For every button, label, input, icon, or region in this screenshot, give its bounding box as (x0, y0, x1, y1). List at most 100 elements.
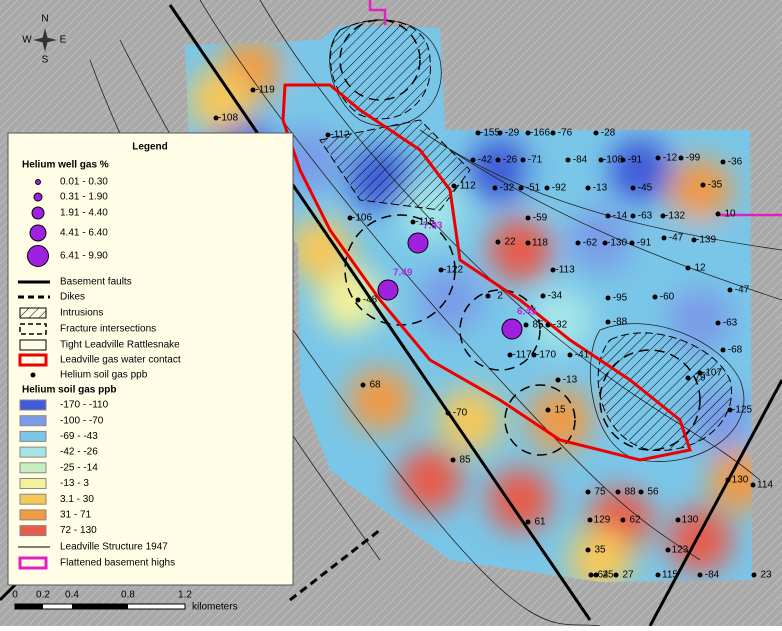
soil-point (685, 265, 691, 271)
soil-point (585, 185, 591, 191)
soil-label: -41 (575, 350, 590, 361)
compass-s: S (42, 55, 49, 66)
soil-label: -70 (453, 408, 468, 419)
soil-point (587, 517, 593, 523)
heat-blob (288, 218, 352, 282)
soil-point (598, 157, 604, 163)
soil-point (720, 347, 726, 353)
scale-segment (72, 604, 128, 609)
soil-point (497, 130, 503, 136)
soil-point (550, 130, 556, 136)
soil-label: 85 (532, 320, 544, 331)
soil-label: -35 (708, 180, 723, 191)
soil-label: 64 (597, 570, 609, 581)
soil-point (585, 547, 591, 553)
soil-label: -125 (732, 405, 752, 416)
legend-section: Helium soil gas ppb (22, 385, 116, 396)
soil-label: 25 (602, 570, 614, 581)
heat-blob (668, 508, 732, 572)
soil-label: -76 (558, 128, 573, 139)
soil-label: -32 (500, 183, 515, 194)
legend-swatch (19, 430, 47, 442)
soil-label: -84 (573, 155, 588, 166)
soil-point (602, 240, 608, 246)
soil-label: 23 (760, 570, 772, 581)
soil-point (588, 572, 594, 578)
legend-swatch (18, 556, 48, 570)
soil-label: 56 (647, 487, 659, 498)
soil-label: -63 (638, 211, 653, 222)
legend-label: -25 - -14 (60, 462, 98, 473)
legend-swatch (19, 493, 47, 505)
heat-blob (348, 368, 412, 432)
soil-label: -63 (723, 318, 738, 329)
soil-label: -106 (352, 213, 372, 224)
soil-label: -60 (660, 292, 675, 303)
soil-point (605, 213, 611, 219)
soil-point (629, 240, 635, 246)
soil-point (615, 489, 621, 495)
soil-label: 2 (497, 291, 503, 302)
basement-highs (368, 0, 782, 217)
legend-label: 0.31 - 1.90 (60, 192, 108, 203)
soil-label: 27 (622, 570, 634, 581)
legend-section: Helium well gas % (22, 160, 109, 171)
soil-label: -155 (480, 128, 500, 139)
heat-blob (528, 148, 592, 212)
soil-point (685, 375, 691, 381)
well-label: 7.93 (423, 221, 443, 232)
soil-point (638, 489, 644, 495)
heat-blob (658, 218, 722, 282)
soil-point (585, 489, 591, 495)
legend-label: 1.91 - 4.40 (60, 208, 108, 219)
legend-box (7, 132, 294, 586)
soil-label: -99 (686, 153, 701, 164)
scale-label: 0 (12, 590, 18, 601)
soil-label: -108 (603, 155, 623, 166)
legend-label: -42 - -26 (60, 447, 98, 458)
soil-label: 130 (682, 515, 699, 526)
soil-label: -122 (443, 265, 463, 276)
soil-point (525, 240, 531, 246)
well (501, 318, 523, 340)
soil-point (445, 410, 451, 416)
soil-point (678, 155, 684, 161)
well-label: 7.49 (393, 268, 413, 279)
scale-label: 0.8 (121, 590, 135, 601)
soil-point (438, 267, 444, 273)
scale-segment (15, 604, 43, 609)
soil-point (660, 213, 666, 219)
legend-label: Dikes (60, 292, 85, 303)
soil-point (525, 519, 531, 525)
soil-point (665, 547, 671, 553)
soil-point (620, 517, 626, 523)
soil-label: -28 (601, 128, 616, 139)
soil-point (630, 213, 636, 219)
legend-label: 31 - 71 (60, 510, 92, 521)
soil-label: -34 (548, 291, 563, 302)
dike (289, 528, 381, 602)
soil-point (630, 185, 636, 191)
soil-label: -47 (735, 285, 750, 296)
heat-blob (398, 448, 462, 512)
soil-label: -117 (512, 350, 532, 361)
soil-label: -170 (536, 350, 556, 361)
soil-label: -119 (255, 85, 275, 96)
soil-point (727, 407, 733, 413)
legend-swatch (19, 446, 47, 458)
soil-point (555, 377, 561, 383)
soil-label: 88 (624, 487, 636, 498)
soil-label: 115 (662, 570, 678, 581)
soil-label: -45 (638, 183, 653, 194)
soil-label: -29 (505, 128, 520, 139)
wells: 7.93 7.49 6.45 (377, 221, 537, 340)
soil-point (620, 157, 626, 163)
soil-point (613, 572, 619, 578)
soil-label: 12 (694, 263, 706, 274)
soil-label: 118 (532, 238, 548, 249)
legend-swatch (19, 415, 47, 427)
legend-label: 4.41 - 6.40 (60, 228, 108, 239)
heat-blob (708, 448, 752, 512)
soil-label: -13 (593, 183, 608, 194)
legend-swatch (29, 224, 47, 242)
